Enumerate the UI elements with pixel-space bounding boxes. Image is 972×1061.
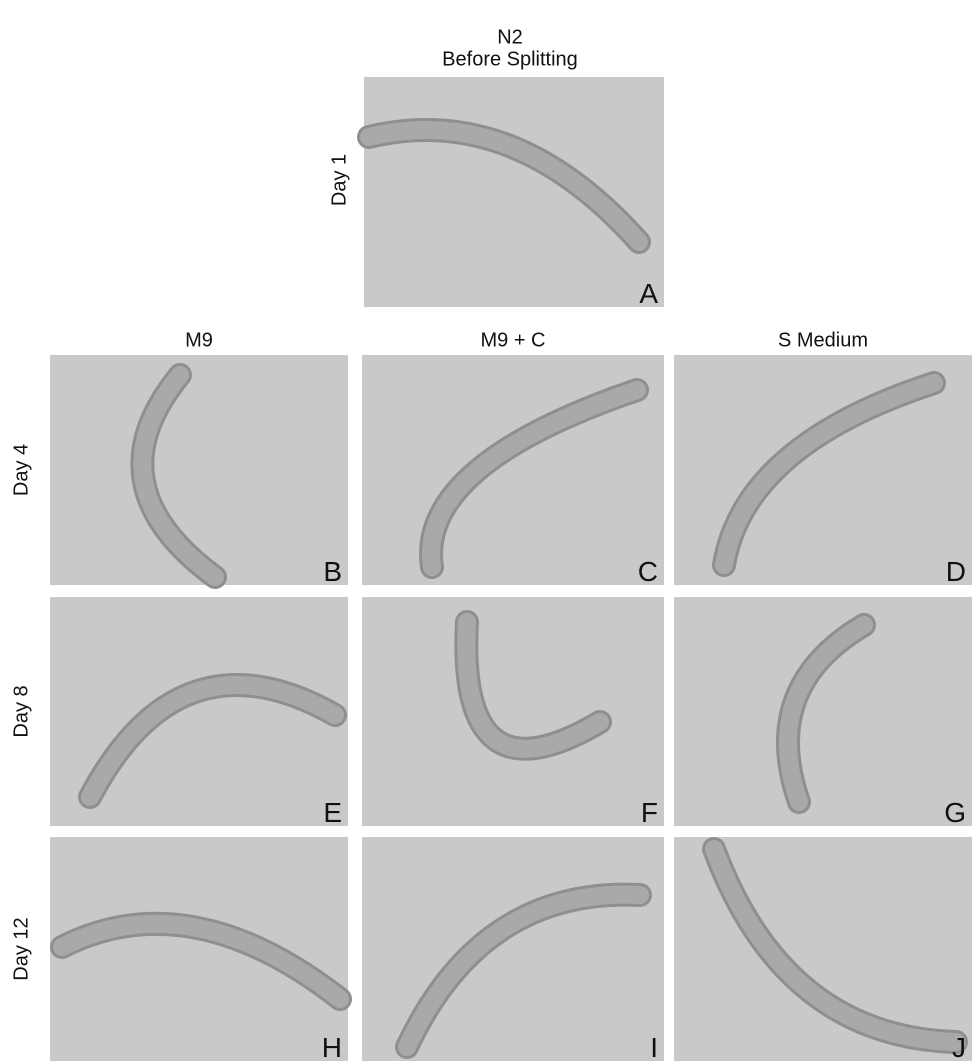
micrograph-panel: I — [362, 837, 664, 1061]
panel-letter: F — [641, 797, 658, 828]
figure: N2 Before Splitting A Day 1 M9 M9 + C S Medi… — [0, 0, 972, 1061]
panel-letter: H — [322, 1032, 342, 1061]
panel-letter: C — [638, 556, 658, 587]
panel-letter: J — [952, 1032, 966, 1061]
micrograph-panel: G — [674, 597, 972, 828]
micrograph-panel: J — [674, 837, 972, 1061]
row-label: Day 1 — [328, 154, 350, 206]
panel-letter: E — [323, 797, 342, 828]
row-label: Day 8 — [10, 685, 32, 737]
panel-letter: A — [639, 278, 658, 309]
panel-background — [674, 597, 972, 826]
panel-background — [50, 837, 348, 1061]
column-header: S Medium — [778, 329, 868, 351]
micrograph-panel: F — [362, 597, 664, 828]
panel-letter: I — [650, 1032, 658, 1061]
panel-letter: D — [946, 556, 966, 587]
micrograph-panel: C — [362, 355, 664, 587]
strain-title: N2 — [497, 26, 523, 48]
column-header: M9 — [185, 329, 213, 351]
panel-background — [364, 77, 664, 307]
row-label: Day 12 — [10, 917, 32, 980]
micrograph-panel: A — [364, 77, 664, 309]
subtitle: Before Splitting — [442, 48, 578, 70]
panel-letter: G — [944, 797, 966, 828]
panel-background — [362, 597, 664, 826]
micrograph-panel: D — [674, 355, 972, 587]
panel-letter: B — [323, 556, 342, 587]
micrograph-panel: E — [50, 597, 348, 828]
column-header: M9 + C — [480, 329, 545, 351]
row-label: Day 4 — [10, 444, 32, 496]
micrograph-panel: H — [50, 837, 348, 1061]
micrograph-panel: B — [50, 355, 348, 587]
